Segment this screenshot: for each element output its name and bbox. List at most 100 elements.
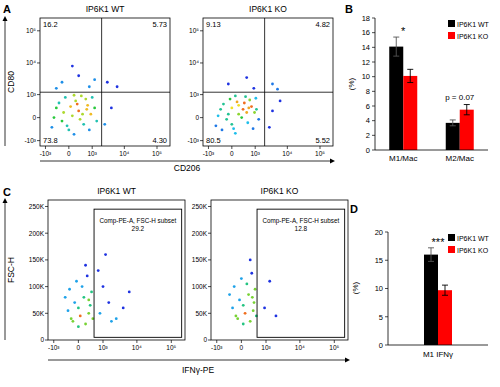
event-dot: [254, 97, 257, 100]
x-tick: [124, 146, 125, 149]
event-dot: [242, 323, 245, 326]
y-tick-label: 200K: [29, 230, 45, 237]
quadrant-percent: 80.5: [206, 136, 221, 145]
x-tick: [92, 146, 93, 149]
x-tick: [157, 146, 158, 149]
event-dot: [93, 78, 96, 81]
y-tick-label: 10: [362, 72, 370, 81]
x-tick: [320, 146, 321, 149]
event-dot: [253, 301, 256, 304]
y-tick-label: 12: [362, 58, 370, 67]
y-tick-label: 10⁵: [26, 27, 36, 34]
x-tick: [45, 146, 46, 149]
event-dot: [82, 123, 85, 126]
event-dot: [77, 74, 80, 77]
x-tick: [171, 340, 172, 343]
event-dot: [67, 129, 70, 132]
event-dot: [234, 132, 237, 135]
y-tick: [200, 30, 203, 31]
event-dot: [93, 107, 96, 110]
y-tick: [200, 62, 203, 63]
axis-arrow: [3, 16, 8, 21]
event-dot: [110, 320, 113, 323]
event-dot: [242, 304, 245, 307]
event-dot: [255, 108, 258, 111]
y-tick-label: 100K: [192, 283, 208, 290]
event-dot: [99, 312, 102, 315]
axis-arrow: [330, 159, 335, 164]
quadrant-percent: 16.2: [43, 20, 58, 29]
event-dot: [249, 258, 252, 261]
x-tick-label: 0: [77, 344, 81, 351]
event-dot: [84, 323, 87, 326]
error-bar: [407, 69, 413, 82]
y-tick: [37, 117, 40, 118]
y-tick: [372, 47, 375, 48]
event-dot: [53, 116, 56, 119]
y-tick-label: 10: [375, 284, 383, 293]
y-tick: [372, 106, 375, 107]
event-dot: [62, 111, 65, 114]
event-dot: [252, 309, 255, 312]
y-tick-label: 18: [362, 14, 370, 23]
legend-label: IP6K1 KO: [457, 247, 489, 254]
category-label: M2/Mac: [446, 154, 474, 163]
y-tick: [37, 94, 40, 95]
x-tick: [136, 340, 137, 343]
event-dot: [69, 105, 72, 108]
event-dot: [214, 124, 217, 127]
quadrant-percent: 4.82: [315, 20, 330, 29]
x-tick: [103, 340, 104, 343]
x-axis-label: CD206: [174, 163, 201, 173]
legend-swatch: [448, 32, 455, 39]
event-dot: [237, 113, 240, 116]
y-tick: [45, 233, 48, 234]
event-dot: [64, 96, 67, 99]
x-tick-label: 10⁴: [119, 150, 129, 157]
event-dot: [77, 325, 80, 328]
plot-title: IP6K1 WT: [97, 186, 136, 196]
gate-label: Comp-PE-A, FSC-H subset: [100, 217, 177, 225]
event-dot: [229, 98, 232, 101]
x-tick-label: 0: [67, 150, 71, 157]
y-tick: [208, 206, 211, 207]
x-tick: [53, 340, 54, 343]
event-dot: [89, 304, 92, 307]
y-tick-label: 14: [362, 43, 370, 52]
x-tick: [287, 146, 288, 149]
event-dot: [227, 113, 230, 116]
x-tick-label: -10³: [211, 344, 223, 351]
quadrant-percent: 73.8: [43, 136, 58, 145]
y-tick-label: 0: [40, 336, 44, 343]
x-tick: [68, 146, 69, 149]
event-dot: [73, 133, 76, 136]
y-tick: [37, 140, 40, 141]
legend-label: IP6K1 KO: [457, 33, 489, 40]
y-tick: [385, 260, 388, 261]
event-dot: [106, 81, 109, 84]
event-dot: [81, 113, 84, 116]
y-tick: [385, 232, 388, 233]
y-tick: [208, 233, 211, 234]
legend-swatch: [448, 20, 455, 27]
x-tick-label: 10⁴: [295, 344, 305, 351]
event-dot: [77, 307, 80, 310]
event-dot: [251, 296, 254, 299]
y-tick-label: 0: [379, 341, 383, 350]
gate-value: 12.8: [295, 225, 308, 232]
data-area: [40, 18, 170, 146]
x-tick-label: 10⁴: [282, 150, 292, 157]
event-dot: [90, 291, 93, 294]
y-tick-label: 2: [366, 131, 370, 140]
event-dot: [73, 301, 76, 304]
category-label: M1/Mac: [389, 154, 417, 163]
y-tick: [385, 316, 388, 317]
event-dot: [222, 103, 225, 106]
event-dot: [244, 312, 247, 315]
event-dot: [236, 317, 239, 320]
event-dot: [245, 111, 248, 114]
y-tick-label: 20: [375, 228, 383, 237]
subplot: IP6K1 WT-10³010³10⁴10⁵050K100K150K200K25…: [29, 186, 185, 351]
panel-letter: D: [350, 203, 358, 215]
y-tick-label: 6: [366, 102, 370, 111]
